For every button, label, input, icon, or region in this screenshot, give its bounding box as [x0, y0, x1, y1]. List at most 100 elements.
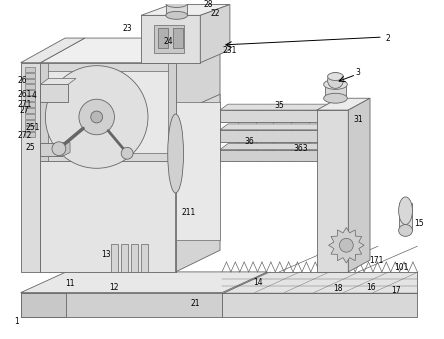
Circle shape — [121, 147, 133, 159]
Text: 3: 3 — [356, 68, 361, 77]
Polygon shape — [176, 94, 220, 193]
Text: 12: 12 — [109, 283, 118, 292]
Bar — [25, 67, 35, 72]
Ellipse shape — [166, 12, 187, 19]
Text: 231: 231 — [223, 46, 237, 55]
Polygon shape — [220, 104, 337, 110]
Ellipse shape — [166, 0, 187, 7]
Text: 21: 21 — [190, 299, 200, 308]
Text: 271: 271 — [17, 100, 32, 109]
Bar — [25, 73, 35, 78]
Text: 261: 261 — [17, 90, 32, 99]
Text: 26: 26 — [18, 76, 28, 85]
Circle shape — [91, 111, 103, 123]
Text: 211: 211 — [181, 208, 195, 217]
Polygon shape — [141, 15, 200, 63]
Text: 1: 1 — [14, 317, 19, 326]
Polygon shape — [21, 272, 267, 293]
Text: 272: 272 — [17, 131, 32, 140]
Text: 25: 25 — [26, 143, 36, 152]
Text: 363: 363 — [293, 144, 308, 153]
Bar — [40, 143, 62, 157]
Bar — [25, 84, 35, 89]
Text: 36: 36 — [245, 137, 254, 146]
Polygon shape — [40, 79, 76, 84]
Text: 35: 35 — [274, 101, 284, 109]
Polygon shape — [220, 149, 329, 161]
Polygon shape — [220, 110, 329, 122]
Polygon shape — [317, 110, 348, 272]
Bar — [173, 28, 182, 48]
Polygon shape — [40, 63, 48, 161]
Polygon shape — [168, 63, 176, 161]
Polygon shape — [200, 4, 230, 63]
Bar — [154, 25, 183, 53]
Text: 24: 24 — [164, 37, 174, 45]
Polygon shape — [317, 98, 370, 110]
Ellipse shape — [399, 197, 412, 224]
Ellipse shape — [168, 114, 183, 193]
Text: 101: 101 — [394, 263, 409, 273]
Polygon shape — [176, 38, 220, 272]
Text: 11: 11 — [65, 279, 75, 288]
Text: 2: 2 — [385, 34, 390, 43]
Polygon shape — [220, 144, 337, 149]
Bar — [25, 79, 35, 83]
Text: 13: 13 — [101, 250, 111, 259]
Text: 171: 171 — [369, 256, 383, 264]
Ellipse shape — [328, 73, 343, 80]
Polygon shape — [44, 63, 172, 71]
Polygon shape — [40, 63, 176, 161]
Polygon shape — [222, 293, 417, 317]
Bar — [166, 3, 187, 15]
Polygon shape — [44, 154, 172, 161]
Circle shape — [339, 238, 353, 252]
Polygon shape — [141, 4, 230, 15]
Bar — [25, 120, 35, 125]
Circle shape — [328, 73, 343, 88]
Polygon shape — [40, 38, 220, 63]
Polygon shape — [21, 293, 66, 317]
Polygon shape — [21, 38, 85, 63]
Circle shape — [45, 66, 148, 168]
Polygon shape — [21, 63, 40, 272]
Text: 17: 17 — [391, 286, 400, 295]
Ellipse shape — [324, 93, 347, 103]
Polygon shape — [348, 98, 370, 272]
Text: 15: 15 — [415, 219, 424, 228]
Bar — [141, 244, 148, 272]
Bar — [399, 203, 412, 231]
Polygon shape — [40, 63, 176, 272]
Ellipse shape — [324, 79, 347, 89]
Text: 22: 22 — [210, 9, 220, 18]
Bar — [25, 108, 35, 113]
Text: 18: 18 — [334, 284, 343, 293]
Polygon shape — [62, 143, 70, 157]
Polygon shape — [21, 293, 222, 317]
Bar — [25, 126, 35, 131]
Bar — [111, 244, 119, 272]
Text: 31: 31 — [353, 116, 363, 124]
Polygon shape — [220, 124, 337, 130]
Bar — [325, 84, 346, 98]
Text: 16: 16 — [366, 283, 376, 292]
Bar — [25, 102, 35, 107]
Bar — [131, 244, 138, 272]
Polygon shape — [222, 272, 417, 293]
Bar — [25, 132, 35, 137]
Bar — [25, 96, 35, 101]
Text: 251: 251 — [25, 123, 40, 132]
Polygon shape — [329, 227, 364, 263]
Circle shape — [79, 99, 115, 135]
Text: 28: 28 — [203, 0, 213, 9]
Bar — [40, 84, 68, 102]
Circle shape — [52, 142, 66, 156]
Bar — [176, 102, 220, 240]
Text: 23: 23 — [123, 24, 132, 33]
Polygon shape — [220, 130, 329, 142]
Bar — [158, 28, 168, 48]
Text: 14: 14 — [253, 278, 262, 287]
Bar — [25, 114, 35, 119]
Ellipse shape — [399, 224, 412, 236]
Text: 4: 4 — [32, 91, 37, 100]
